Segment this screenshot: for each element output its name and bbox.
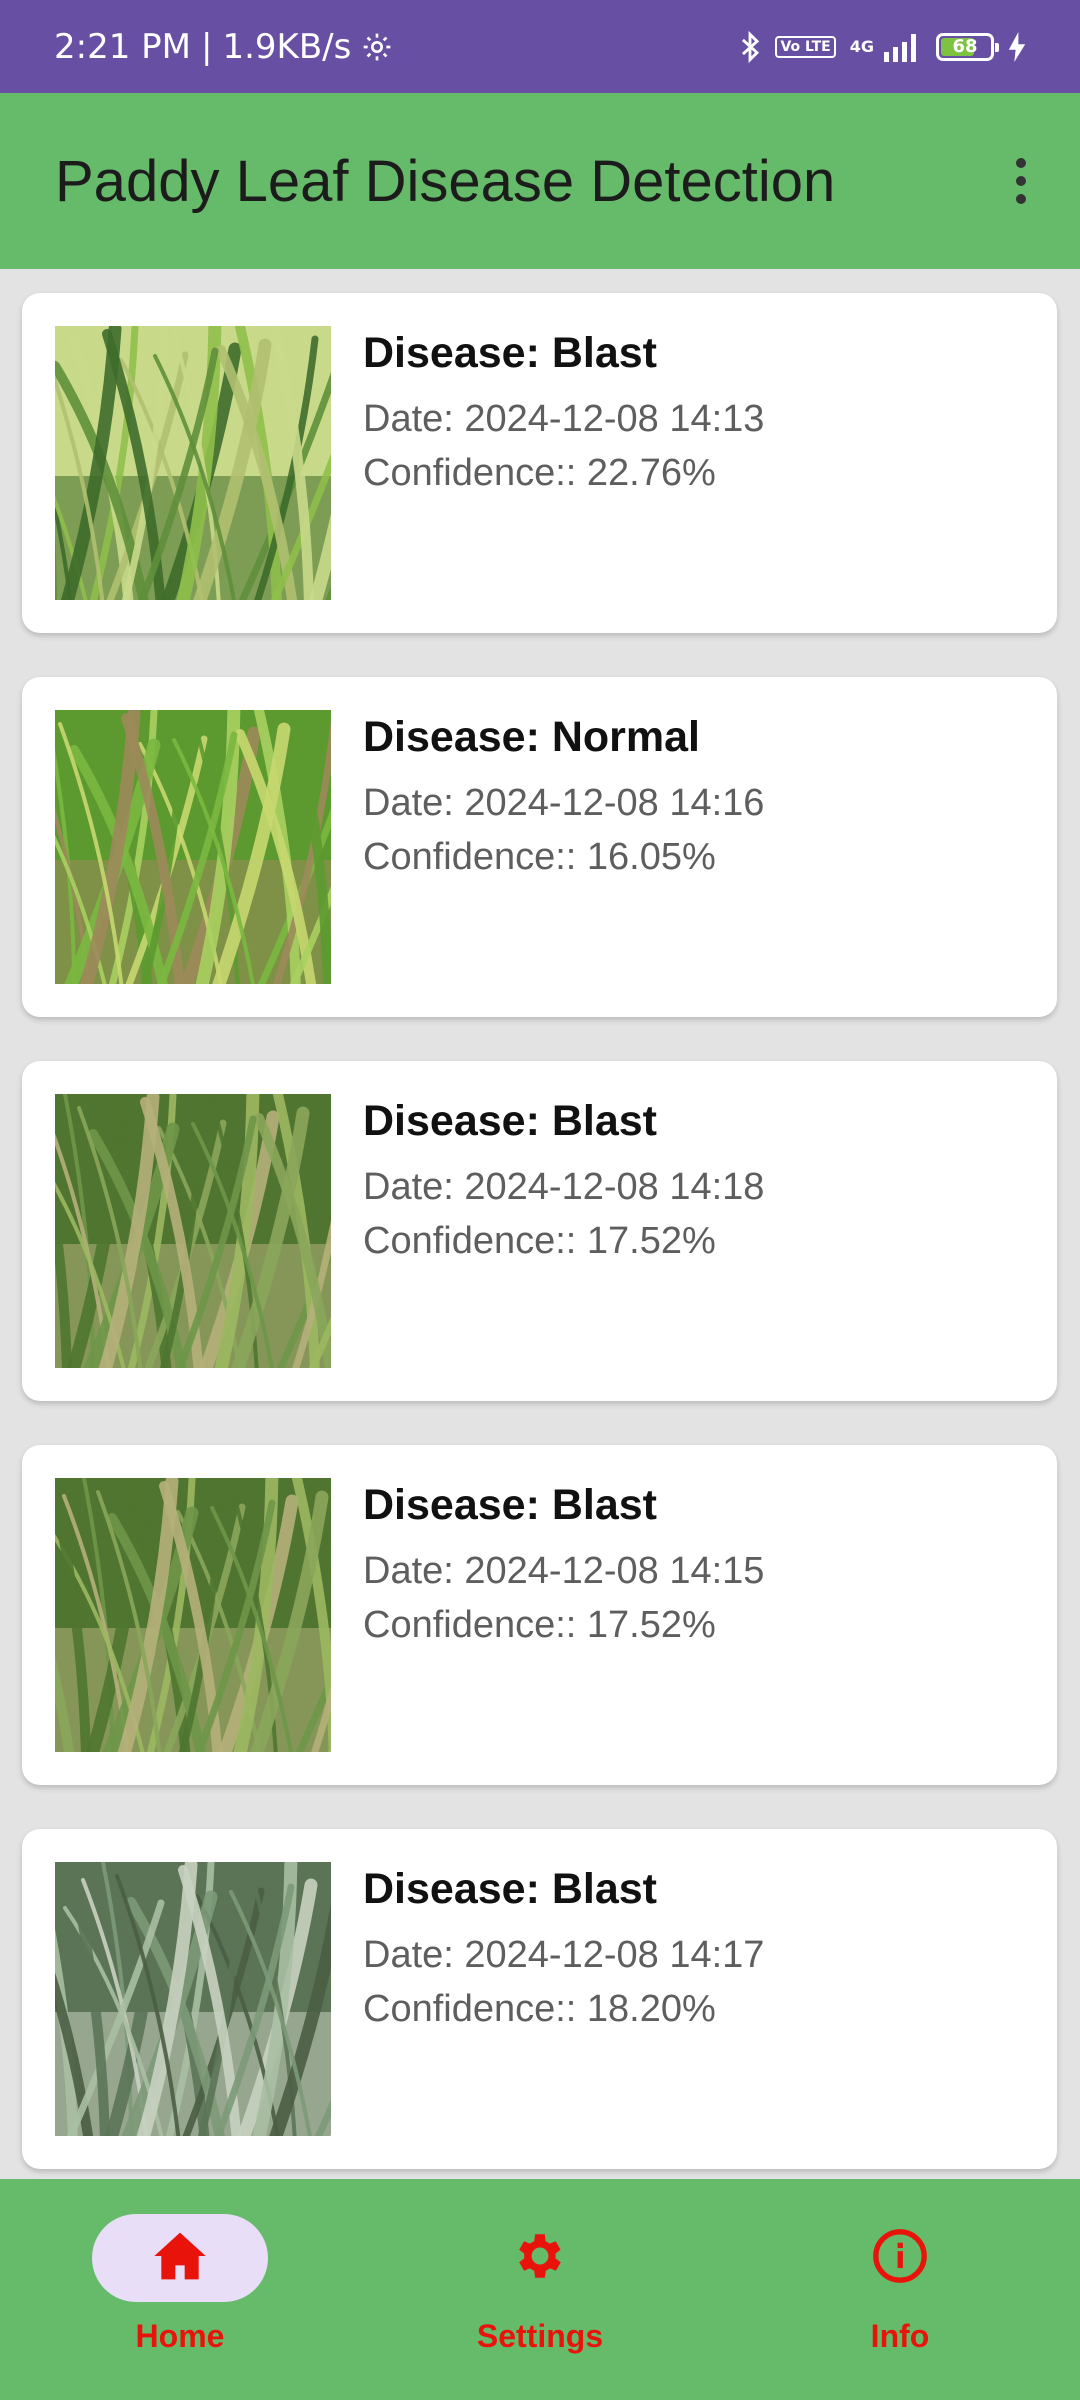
- info-icon: [871, 2227, 929, 2289]
- nav-info[interactable]: Info: [780, 2214, 1020, 2355]
- nav-home-label: Home: [135, 2318, 225, 2354]
- gear-icon: [361, 31, 393, 63]
- nav-home-pill: [92, 2214, 268, 2302]
- dot: [1016, 194, 1026, 204]
- battery-fill: [941, 37, 974, 56]
- disease-label: Disease: Normal: [363, 713, 700, 761]
- nav-info-pill: [812, 2214, 988, 2302]
- nav-home[interactable]: Home: [60, 2214, 300, 2355]
- app-bar: Paddy Leaf Disease Detection: [0, 93, 1080, 269]
- charging-icon: [1008, 31, 1026, 62]
- result-text: Disease: Blast Date: 2024-12-08 14:15 Co…: [363, 1481, 764, 1652]
- disease-label: Disease: Blast: [363, 1865, 657, 1913]
- status-time: 2:21 PM: [54, 26, 191, 67]
- status-separator: |: [201, 26, 213, 67]
- status-right: Vo LTE 4G 68: [739, 30, 1026, 64]
- volte-icon: Vo LTE: [775, 35, 836, 58]
- nav-settings[interactable]: Settings: [420, 2214, 660, 2355]
- paddy-leaf-photo: [55, 710, 331, 984]
- result-text: Disease: Blast Date: 2024-12-08 14:18 Co…: [363, 1097, 764, 1268]
- disease-label: Disease: Blast: [363, 1097, 657, 1145]
- battery-level: 68: [952, 36, 978, 57]
- disease-label: Disease: Blast: [363, 1481, 657, 1529]
- home-icon: [152, 2230, 208, 2286]
- more-vert-icon[interactable]: [996, 148, 1046, 214]
- result-card[interactable]: Disease: Blast Date: 2024-12-08 14:13 Co…: [22, 293, 1057, 633]
- paddy-leaf-photo: [55, 326, 331, 600]
- nav-settings-pill: [452, 2214, 628, 2302]
- result-text: Disease: Normal Date: 2024-12-08 14:16 C…: [363, 713, 764, 884]
- signal-icon: [882, 32, 922, 62]
- bottom-nav: Home Settings Info: [0, 2179, 1080, 2400]
- confidence-label: Confidence:: 17.52%: [363, 1220, 716, 1262]
- gear-icon: [511, 2227, 569, 2289]
- dot: [1016, 176, 1026, 186]
- date-label: Date: 2024-12-08 14:15: [363, 1550, 765, 1592]
- date-label: Date: 2024-12-08 14:17: [363, 1934, 765, 1976]
- status-speed: 1.9KB/s: [222, 26, 352, 67]
- result-text: Disease: Blast Date: 2024-12-08 14:17 Co…: [363, 1865, 764, 2036]
- dot: [1016, 158, 1026, 168]
- confidence-label: Confidence:: 22.76%: [363, 452, 716, 494]
- battery-icon: 68: [936, 32, 999, 61]
- nav-info-label: Info: [870, 2318, 930, 2354]
- result-card[interactable]: Disease: Blast Date: 2024-12-08 14:18 Co…: [22, 1061, 1057, 1401]
- confidence-label: Confidence:: 16.05%: [363, 836, 716, 878]
- nav-settings-label: Settings: [476, 2318, 604, 2354]
- paddy-leaf-photo: [55, 1862, 331, 2136]
- paddy-leaf-photo: [55, 1094, 331, 1368]
- result-text: Disease: Blast Date: 2024-12-08 14:13 Co…: [363, 329, 764, 500]
- date-label: Date: 2024-12-08 14:13: [363, 398, 765, 440]
- paddy-leaf-photo: [55, 1478, 331, 1752]
- bluetooth-icon: [739, 30, 761, 64]
- result-card[interactable]: Disease: Blast Date: 2024-12-08 14:17 Co…: [22, 1829, 1057, 2169]
- confidence-label: Confidence:: 17.52%: [363, 1604, 716, 1646]
- result-card[interactable]: Disease: Blast Date: 2024-12-08 14:15 Co…: [22, 1445, 1057, 1785]
- date-label: Date: 2024-12-08 14:18: [363, 1166, 765, 1208]
- result-card[interactable]: Disease: Normal Date: 2024-12-08 14:16 C…: [22, 677, 1057, 1017]
- confidence-label: Confidence:: 18.20%: [363, 1988, 716, 2030]
- status-bar: 2:21 PM | 1.9KB/s Vo LTE 4G 68: [0, 0, 1080, 93]
- disease-label: Disease: Blast: [363, 329, 657, 377]
- results-list[interactable]: Disease: Blast Date: 2024-12-08 14:13 Co…: [0, 269, 1080, 2179]
- app-title: Paddy Leaf Disease Detection: [55, 148, 836, 214]
- date-label: Date: 2024-12-08 14:16: [363, 782, 765, 824]
- status-left: 2:21 PM | 1.9KB/s: [54, 27, 393, 67]
- network-type: 4G: [849, 37, 874, 56]
